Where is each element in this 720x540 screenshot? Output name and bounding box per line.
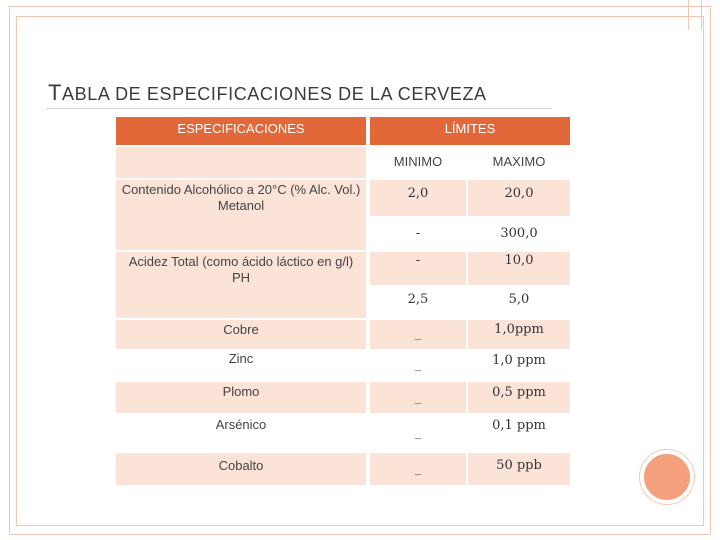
subheader-maximo: MAXIMO xyxy=(468,147,570,178)
table-subheader-row: MINIMO MAXIMO xyxy=(116,147,570,178)
label-cobalto: Cobalto xyxy=(116,453,366,485)
table-row-zinc: Zinc _ 1,0 ppm xyxy=(116,351,570,380)
max-metanol: 300,0 xyxy=(468,218,570,250)
max-alcohol: 20,0 xyxy=(468,180,570,216)
min-acidez: - xyxy=(370,252,466,285)
row-labels-1: Contenido Alcohólico a 20°C (% Alc. Vol.… xyxy=(116,180,366,250)
table-row-cobalto: Cobalto _ 50 ppb xyxy=(116,453,570,485)
title-underline xyxy=(46,108,552,109)
max-plomo: 0,5 ppm xyxy=(468,382,570,413)
min-cobalto: _ xyxy=(370,453,466,485)
slide-frame-inner xyxy=(16,16,704,526)
header-limites: LÍMITES xyxy=(370,117,570,145)
decorative-circle xyxy=(640,450,694,504)
max-ph: 5,0 xyxy=(468,287,570,318)
subheader-blank xyxy=(116,147,366,178)
min-metanol: - xyxy=(370,218,466,250)
table-row-cobre: Cobre _ 1,0ppm xyxy=(116,320,570,349)
table-row-arsenico: Arsénico _ 0,1 ppm xyxy=(116,415,570,451)
max-zinc: 1,0 ppm xyxy=(468,351,570,380)
min-cobre: _ xyxy=(370,320,466,349)
label-metanol: Metanol xyxy=(217,198,265,213)
min-plomo: _ xyxy=(370,382,466,413)
title-first-letter: T xyxy=(48,80,63,105)
table-row-plomo: Plomo _ 0,5 ppm xyxy=(116,382,570,413)
min-ph: 2,5 xyxy=(370,287,466,318)
table-header-row: ESPECIFICACIONES LÍMITES xyxy=(116,117,570,145)
row-labels-2: Acidez Total (como ácido láctico en g/l)… xyxy=(116,252,366,318)
min-zinc: _ xyxy=(370,351,466,380)
label-arsenico: Arsénico xyxy=(116,415,366,451)
max-cobre: 1,0ppm xyxy=(468,320,570,349)
label-alcohol: Contenido Alcohólico a 20°C (% Alc. Vol.… xyxy=(121,182,361,197)
subheader-minimo: MINIMO xyxy=(370,147,466,178)
label-plomo: Plomo xyxy=(116,382,366,413)
decorative-corner-lines xyxy=(688,0,702,30)
table-row-group-2: Acidez Total (como ácido láctico en g/l)… xyxy=(116,252,570,318)
title-rest: ABLA DE ESPECIFICACIONES DE LA CERVEZA xyxy=(62,84,487,104)
slide-title: TABLA DE ESPECIFICACIONES DE LA CERVEZA xyxy=(48,80,487,106)
max-acidez: 10,0 xyxy=(468,252,570,285)
min-alcohol: 2,0 xyxy=(370,180,466,216)
label-acidez: Acidez Total (como ácido láctico en g/l) xyxy=(128,254,354,269)
max-cobalto: 50 ppb xyxy=(468,453,570,485)
max-arsenico: 0,1 ppm xyxy=(468,415,570,451)
slide-frame-outer xyxy=(9,6,711,535)
label-ph: PH xyxy=(231,270,251,285)
label-zinc: Zinc xyxy=(116,351,366,380)
min-arsenico: _ xyxy=(370,415,466,451)
label-cobre: Cobre xyxy=(116,320,366,349)
header-especificaciones: ESPECIFICACIONES xyxy=(116,117,366,145)
table-row-group-1: Contenido Alcohólico a 20°C (% Alc. Vol.… xyxy=(116,180,570,250)
